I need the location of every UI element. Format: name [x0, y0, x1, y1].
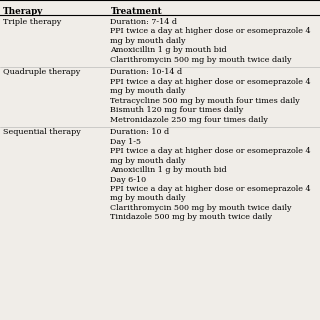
Text: Day 6-10: Day 6-10	[110, 176, 147, 184]
Text: Tinidazole 500 mg by mouth twice daily: Tinidazole 500 mg by mouth twice daily	[110, 213, 272, 221]
Text: Quadruple therapy: Quadruple therapy	[3, 68, 80, 76]
Text: mg by mouth daily: mg by mouth daily	[110, 87, 186, 95]
Text: Amoxicillin 1 g by mouth bid: Amoxicillin 1 g by mouth bid	[110, 46, 227, 54]
Text: PPI twice a day at higher dose or esomeprazole 4: PPI twice a day at higher dose or esomep…	[110, 27, 311, 35]
Text: Duration: 10-14 d: Duration: 10-14 d	[110, 68, 182, 76]
Text: Bismuth 120 mg four times daily: Bismuth 120 mg four times daily	[110, 106, 244, 114]
Text: PPI twice a day at higher dose or esomeprazole 4: PPI twice a day at higher dose or esomep…	[110, 147, 311, 155]
Text: mg by mouth daily: mg by mouth daily	[110, 37, 186, 45]
Text: Clarithromycin 500 mg by mouth twice daily: Clarithromycin 500 mg by mouth twice dai…	[110, 56, 292, 64]
Text: Duration: 7-14 d: Duration: 7-14 d	[110, 18, 177, 26]
Text: Triple therapy: Triple therapy	[3, 18, 61, 26]
Text: mg by mouth daily: mg by mouth daily	[110, 157, 186, 165]
Text: PPI twice a day at higher dose or esomeprazole 4: PPI twice a day at higher dose or esomep…	[110, 185, 311, 193]
Text: Duration: 10 d: Duration: 10 d	[110, 128, 170, 136]
Text: PPI twice a day at higher dose or esomeprazole 4: PPI twice a day at higher dose or esomep…	[110, 78, 311, 86]
Text: Day 1-5: Day 1-5	[110, 138, 141, 146]
Text: Metronidazole 250 mg four times daily: Metronidazole 250 mg four times daily	[110, 116, 268, 124]
Text: Clarithromycin 500 mg by mouth twice daily: Clarithromycin 500 mg by mouth twice dai…	[110, 204, 292, 212]
Text: Therapy: Therapy	[3, 7, 44, 16]
Text: Amoxicillin 1 g by mouth bid: Amoxicillin 1 g by mouth bid	[110, 166, 227, 174]
Text: mg by mouth daily: mg by mouth daily	[110, 195, 186, 203]
Text: Tetracycline 500 mg by mouth four times daily: Tetracycline 500 mg by mouth four times …	[110, 97, 300, 105]
Text: Treatment: Treatment	[110, 7, 162, 16]
Text: Sequential therapy: Sequential therapy	[3, 128, 81, 136]
